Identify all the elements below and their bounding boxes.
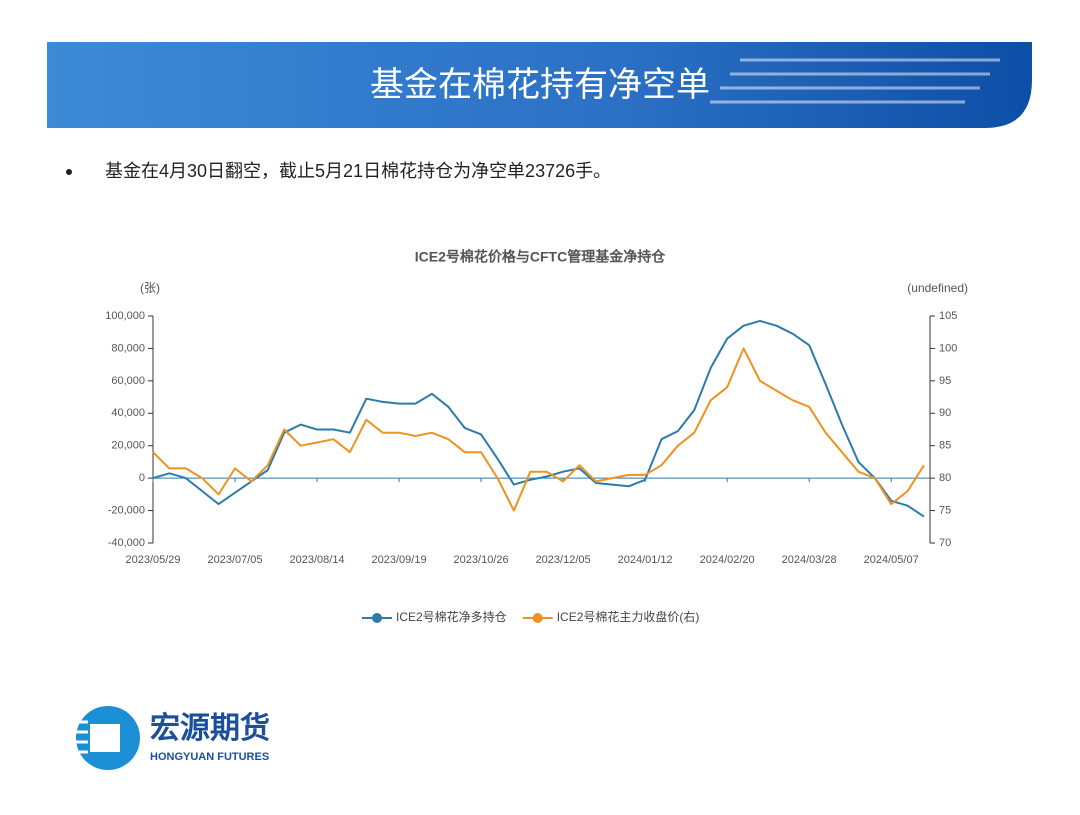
y2-tick-label: 80: [939, 472, 951, 484]
logo-icon-square: [90, 724, 120, 752]
x-tick-label: 2023/07/05: [207, 554, 262, 566]
y2-tick-label: 70: [939, 537, 951, 549]
y-axis-label: (张): [140, 281, 160, 295]
x-tick-label: 2024/05/07: [864, 554, 919, 566]
y-tick-label: 80,000: [111, 342, 145, 354]
legend-label: ICE2号棉花主力收盘价(右): [557, 609, 700, 624]
x-tick-label: 2023/05/29: [125, 554, 180, 566]
slide-title: 基金在棉花持有净空单: [370, 66, 710, 104]
x-tick-label: 2023/10/26: [454, 554, 509, 566]
legend-label: ICE2号棉花净多持仓: [396, 609, 507, 624]
logo-icon-lines: [72, 720, 88, 754]
y2-tick-label: 90: [939, 407, 951, 419]
y2-tick-label: 85: [939, 440, 951, 452]
series-line: [152, 319, 925, 518]
logo: 宏源期货 HONGYUAN FUTURES: [72, 706, 270, 770]
y-tick-label: 60,000: [111, 375, 145, 387]
y-tick-label: 20,000: [111, 440, 145, 452]
bullet-text: 基金在4月30日翻空，截止5月21日棉花持仓为净空单23726手。: [105, 161, 611, 181]
logo-name-en: HONGYUAN FUTURES: [150, 751, 269, 763]
chart-title: ICE2号棉花价格与CFTC管理基金净持仓: [415, 249, 666, 265]
header-banner: [47, 42, 1032, 128]
y2-axis-label: (undefined): [907, 281, 968, 295]
x-tick-label: 2024/02/20: [700, 554, 755, 566]
x-tick-label: 2023/09/19: [372, 554, 427, 566]
legend-marker: [532, 613, 543, 623]
logo-name: 宏源期货: [150, 711, 270, 745]
bullet-dot: [66, 169, 72, 175]
y2-tick-label: 105: [939, 310, 957, 322]
y-tick-label: 100,000: [105, 310, 145, 322]
y2-tick-label: 100: [939, 342, 957, 354]
x-tick-label: 2023/12/05: [536, 554, 591, 566]
y-tick-label: -20,000: [108, 504, 145, 516]
legend-marker: [372, 613, 382, 623]
y-tick-label: -40,000: [108, 537, 145, 549]
y-tick-label: 0: [139, 472, 145, 484]
x-tick-label: 2024/01/12: [618, 554, 673, 566]
x-tick-label: 2023/08/14: [290, 554, 345, 566]
series-line: [152, 347, 925, 512]
banner-stripes: [710, 58, 1000, 104]
y2-tick-label: 95: [939, 375, 951, 387]
x-tick-label: 2024/03/28: [782, 554, 837, 566]
y2-tick-label: 75: [939, 504, 951, 516]
y-tick-label: 40,000: [111, 407, 145, 419]
